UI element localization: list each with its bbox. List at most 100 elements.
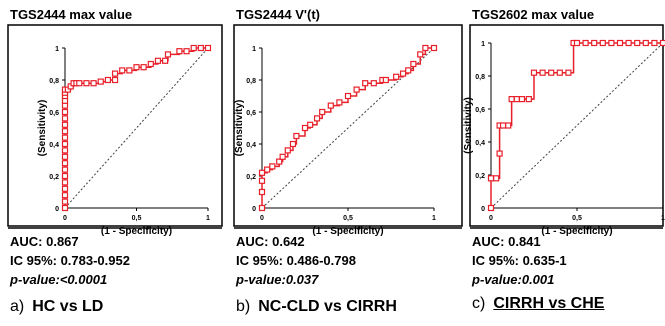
panel-b-auc: AUC: 0.642 — [236, 234, 305, 249]
panel-a-roc-point — [61, 115, 69, 122]
panel-b-roc-point — [258, 169, 266, 176]
panel-c-x-axis-label: (1 - Specificity) — [541, 226, 612, 237]
panel-c-auc: AUC: 0.841 — [472, 234, 541, 249]
panel-a-roc-point — [61, 128, 69, 135]
panel-b-roc-point — [276, 158, 283, 165]
panel-c-roc-point — [651, 39, 658, 47]
panel-b-roc-point — [370, 80, 377, 87]
panel-b-frame — [233, 24, 463, 227]
panel-b-roc-point — [430, 44, 438, 52]
panel-c-roc-point — [556, 69, 563, 76]
panel-c-title: TGS2602 max value — [472, 7, 595, 22]
panel-a-roc-point — [162, 57, 169, 64]
panel-a-y-tick-label: 0,2 — [49, 174, 59, 181]
panel-c-roc-point — [599, 39, 606, 47]
panel-a-pvalue: p-value:<0.0001 — [10, 272, 108, 287]
panel-c-frame — [469, 24, 664, 227]
panel-c-roc-point — [659, 39, 665, 47]
panel-b-roc-point — [362, 80, 369, 87]
panel-a-roc-point — [83, 80, 90, 87]
panel-a-roc-point — [61, 198, 69, 205]
caption-c-text: CIRRH vs CHE — [493, 295, 605, 312]
panel-b-roc-point — [264, 166, 271, 173]
panel-b-roc-point — [410, 60, 417, 68]
panel-c-stats: AUC: 0.841 IC 95%: 0.635-1 p-value:0.001 — [472, 232, 567, 289]
panel-b-roc-point — [336, 99, 343, 106]
panel-a-roc-point — [61, 160, 69, 167]
panel-c-roc-point — [505, 122, 512, 129]
panel-a-roc-point — [183, 48, 190, 55]
panel-b-ci: IC 95%: 0.486-0.798 — [236, 253, 356, 268]
caption-b: b) NC-CLD vs CIRRH — [236, 298, 397, 316]
panel-a-roc-point — [61, 121, 69, 128]
panel-c-y-tick-label: 1 — [481, 41, 485, 48]
panel-a-roc-point — [147, 60, 154, 68]
panel-a-roc-point — [90, 80, 97, 87]
panel-b-roc-point — [269, 163, 276, 170]
panel-b-stats: AUC: 0.642 IC 95%: 0.486-0.798 p-value:0… — [236, 232, 356, 289]
panel-a-x-axis-label: (1 - Specificity) — [101, 226, 172, 237]
panel-c-roc-point — [539, 69, 546, 76]
panel-a-roc-point — [61, 192, 69, 199]
caption-b-tag: b) — [236, 298, 251, 315]
panel-a-roc-point — [61, 166, 69, 173]
panel-b-x-tick-label: 1 — [432, 215, 436, 222]
panel-c-roc-point — [582, 39, 589, 47]
panel-c-roc-point — [573, 39, 581, 47]
panel-c-y-tick-label: 0,6 — [475, 107, 485, 114]
caption-c: c) CIRRH vs CHE — [472, 295, 604, 313]
panel-a-y-tick-label: 0,8 — [49, 78, 59, 85]
panel-b-roc-point — [284, 147, 291, 154]
panel-b-y-axis-label: (Sensitivity) — [234, 100, 245, 157]
panel-b-x-tick-label: 0 — [260, 215, 264, 222]
panel-b-y-tick-label: 1 — [252, 46, 256, 53]
panel-a-roc-point — [119, 67, 126, 74]
panel-a-roc-point — [61, 172, 69, 180]
panel-a-roc-point — [97, 78, 104, 85]
panel-c-roc-point — [518, 95, 526, 103]
panel-c-roc-point — [487, 175, 495, 182]
panel-c-reference-line — [490, 42, 664, 209]
panel-b-reference-line — [261, 47, 435, 209]
caption-b-text: NC-CLD vs CIRRH — [258, 298, 397, 315]
panel-a-roc-point — [164, 51, 172, 58]
panel-a-roc-point — [61, 153, 69, 160]
caption-a-tag: a) — [10, 298, 25, 315]
panel-a-roc-point — [61, 179, 69, 186]
panel-b-roc-point — [422, 44, 429, 52]
panel-b-roc-point — [307, 121, 314, 128]
panel-a-roc-point — [61, 147, 69, 154]
panel-a-roc-point — [76, 80, 83, 87]
panel-b-roc-point — [319, 108, 326, 116]
panel-b-roc-point — [258, 204, 266, 212]
panel-a-frame — [7, 24, 223, 227]
panel-a-roc-point — [204, 44, 212, 52]
panel-b-roc-point — [258, 188, 266, 196]
panel-c-roc-curve — [490, 42, 663, 208]
panel-a-x-tick-label: 0 — [63, 215, 67, 222]
panel-c-roc-point — [530, 69, 538, 76]
panel-a-roc-point — [61, 140, 69, 148]
panel-a-y-tick-label: 0,4 — [49, 142, 59, 149]
panel-c-y-tick-label: 0,4 — [475, 140, 485, 147]
panel-a-roc-point — [61, 134, 69, 141]
panel-c-x-tick-label: 0 — [489, 215, 493, 222]
panel-b-y-tick-label: 0,2 — [246, 174, 256, 181]
panel-a-y-tick-label: 1 — [55, 46, 59, 53]
panel-c-y-tick-label: 0,8 — [475, 74, 485, 81]
panel-b-roc-point — [279, 153, 286, 160]
panel-a-roc-point — [154, 57, 162, 64]
panel-c-roc-point — [616, 39, 624, 47]
panel-b-roc-point — [399, 70, 407, 77]
panel-b-y-tick-label: 0,8 — [246, 78, 256, 85]
panel-c-x-tick-label: 0,5 — [572, 215, 582, 222]
panel-c-roc-point — [608, 39, 615, 47]
panel-c-roc-point — [499, 122, 507, 129]
panel-b-roc-point — [344, 92, 352, 100]
panel-a-roc-point — [176, 48, 183, 55]
panel-c-roc-point — [493, 175, 500, 182]
panel-b-x-tick-label: 0,5 — [343, 215, 353, 222]
panel-c-roc-point — [565, 69, 572, 76]
